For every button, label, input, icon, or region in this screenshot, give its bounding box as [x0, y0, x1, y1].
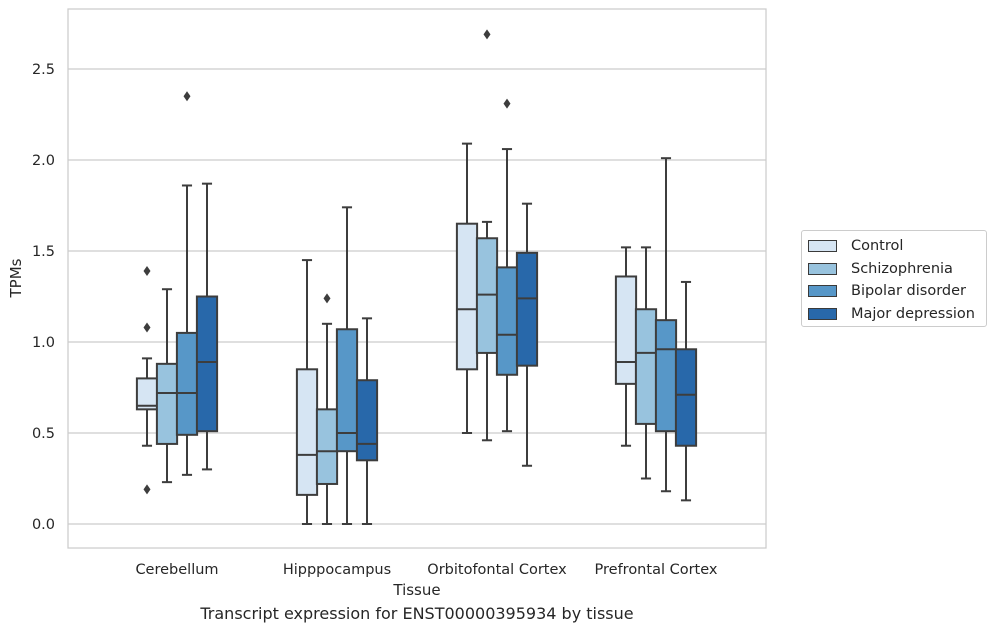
- y-tick-label: 0.0: [32, 517, 55, 533]
- legend-swatch: [808, 262, 837, 275]
- legend-label: Major depression: [851, 305, 975, 322]
- box-major-depression-2: [515, 202, 539, 467]
- legend-item-schizophrenia: Schizophrenia: [808, 258, 986, 281]
- iqr-box: [634, 308, 658, 425]
- box-schizophrenia-1: [315, 293, 339, 525]
- x-tick-label: Cerebellum: [135, 562, 218, 578]
- box-major-depression-3: [674, 280, 698, 502]
- box-control-2: [455, 142, 479, 434]
- iqr-box: [495, 266, 519, 376]
- legend-swatch: [808, 307, 837, 320]
- iqr-box: [295, 368, 319, 496]
- x-tick-label: Orbitofontal Cortex: [427, 562, 567, 578]
- outlier-point: [183, 91, 191, 102]
- outlier-point: [503, 98, 511, 109]
- iqr-box: [515, 251, 539, 367]
- iqr-box: [455, 222, 479, 371]
- x-tick-label: Prefrontal Cortex: [595, 562, 718, 578]
- iqr-box: [654, 319, 678, 433]
- x-tick-labels: Cerebellum Hipppocampus Orbitofontal Corte…: [135, 562, 717, 578]
- y-tick-label: 2.0: [32, 153, 55, 169]
- legend-item-control: Control: [808, 235, 986, 258]
- legend-swatch: [808, 285, 837, 298]
- iqr-box: [155, 362, 179, 445]
- box-control-3: [614, 246, 638, 447]
- legend-label: Schizophrenia: [851, 260, 953, 277]
- box-control-0: [135, 266, 159, 495]
- chart-caption: Transcript expression for ENST0000039593…: [200, 604, 634, 623]
- grid-lines: [68, 68, 766, 525]
- iqr-box: [614, 275, 638, 385]
- iqr-box: [674, 348, 698, 447]
- legend-swatch: [808, 240, 837, 253]
- box-major-depression-1: [355, 317, 379, 525]
- x-axis-label: Tissue: [392, 581, 440, 599]
- series-major-depression: [195, 182, 698, 525]
- box-bipolar-disorder-2: [495, 98, 519, 433]
- box-groups: [135, 29, 698, 525]
- y-axis-label: TPMs: [7, 258, 25, 298]
- outlier-point: [143, 484, 151, 495]
- iqr-box: [135, 377, 159, 411]
- y-tick-label: 0.5: [32, 426, 55, 442]
- iqr-box: [195, 295, 219, 433]
- series-control: [135, 142, 638, 525]
- iqr-box: [315, 408, 339, 485]
- box-schizophrenia-3: [634, 246, 658, 480]
- outlier-point: [143, 266, 151, 277]
- y-tick-label: 1.5: [32, 244, 55, 260]
- box-major-depression-0: [195, 182, 219, 471]
- legend-item-bipolar-disorder: Bipolar disorder: [808, 280, 986, 303]
- y-tick-label: 1.0: [32, 335, 55, 351]
- iqr-box: [175, 331, 199, 436]
- outlier-point: [483, 29, 491, 40]
- outlier-point: [143, 322, 151, 333]
- box-control-1: [295, 259, 319, 525]
- legend-label: Bipolar disorder: [851, 283, 966, 300]
- y-tick-label: 2.5: [32, 62, 55, 78]
- box-schizophrenia-2: [475, 29, 499, 442]
- series-schizophrenia: [155, 29, 658, 525]
- series-bipolar-disorder: [175, 91, 678, 525]
- box-schizophrenia-0: [155, 288, 179, 484]
- y-tick-labels: 0.0 0.5 1.0 1.5 2.0 2.5: [32, 62, 55, 533]
- box-bipolar-disorder-1: [335, 206, 359, 525]
- box-bipolar-disorder-0: [175, 91, 199, 476]
- outlier-point: [323, 293, 331, 304]
- legend-item-major-depression: Major depression: [808, 303, 986, 326]
- iqr-box: [355, 379, 379, 462]
- legend-label: Control: [851, 238, 904, 255]
- plot-frame: [67, 8, 767, 549]
- legend: Control Schizophrenia Bipolar disorder M…: [801, 230, 987, 327]
- box-bipolar-disorder-3: [654, 157, 678, 493]
- x-tick-label: Hipppocampus: [283, 562, 391, 578]
